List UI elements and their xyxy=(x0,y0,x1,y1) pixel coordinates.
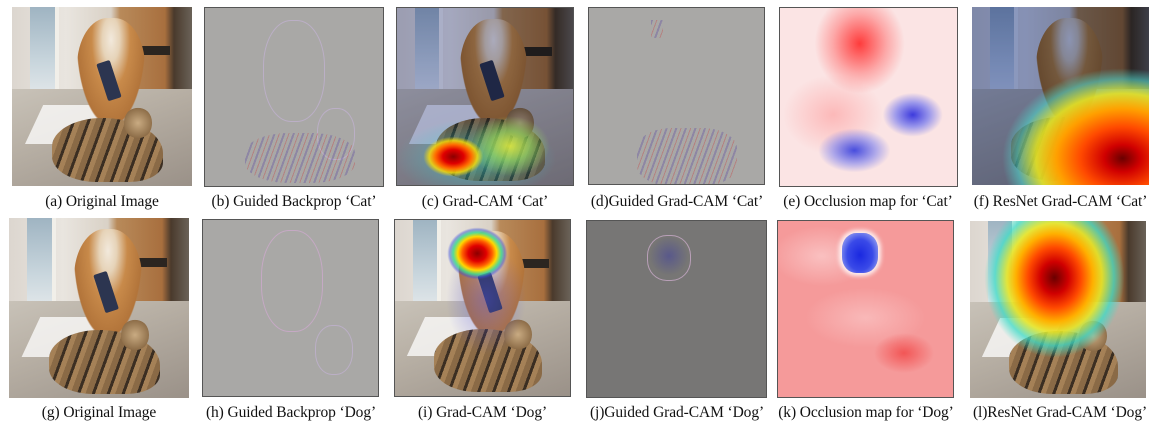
cat-stripes xyxy=(637,128,737,184)
caption-d: (d)Guided Grad-CAM ‘Cat’ xyxy=(590,193,764,210)
dog-outline xyxy=(263,20,325,122)
caption-c: (c) Grad-CAM ‘Cat’ xyxy=(421,193,549,210)
cat-head xyxy=(123,107,153,140)
caption-a: (a) Original Image xyxy=(45,193,159,210)
occlusion-negative-region xyxy=(780,8,957,186)
heatmap-hotspot xyxy=(397,8,573,185)
panel-k-occlusion-map-dog xyxy=(777,220,954,398)
panel-g-original-image xyxy=(9,218,189,398)
heatmap-hotspot xyxy=(972,7,1149,185)
panel-a-original-image xyxy=(12,7,192,186)
cat-head xyxy=(120,318,150,352)
cat-stripes xyxy=(245,133,355,183)
panel-l-resnet-grad-cam-dog xyxy=(970,221,1146,398)
panel-c-grad-cam-cat xyxy=(396,7,574,186)
cat-outline xyxy=(317,108,355,160)
caption-l: (l)ResNet Grad-CAM ‘Dog’ xyxy=(972,404,1148,421)
dog-outline xyxy=(261,230,323,332)
cabinet xyxy=(124,257,168,267)
cat-outline xyxy=(315,325,353,375)
panel-d-guided-grad-cam-cat xyxy=(588,7,765,185)
heatmap-hotspot xyxy=(970,221,1146,398)
panel-f-resnet-grad-cam-cat xyxy=(972,7,1149,185)
panel-i-grad-cam-dog xyxy=(394,219,571,397)
dog-ear-fragment xyxy=(651,20,663,38)
panel-j-guided-grad-cam-dog xyxy=(586,220,767,398)
window xyxy=(27,218,57,312)
occlusion-negative-region xyxy=(842,233,878,273)
panel-b-guided-backprop-cat xyxy=(204,7,384,187)
dog-face-outline xyxy=(647,235,691,281)
caption-b: (b) Guided Backprop ‘Cat’ xyxy=(211,193,377,210)
caption-h: (h) Guided Backprop ‘Dog’ xyxy=(205,404,377,421)
caption-f: (f) ResNet Grad-CAM ‘Cat’ xyxy=(973,193,1148,210)
panel-e-occlusion-map-cat xyxy=(779,7,958,187)
window xyxy=(30,7,60,101)
caption-e: (e) Occlusion map for ‘Cat’ xyxy=(783,193,953,210)
heatmap-hotspot xyxy=(395,220,570,396)
caption-i: (i) Grad-CAM ‘Dog’ xyxy=(417,404,548,421)
caption-j: (j)Guided Grad-CAM ‘Dog’ xyxy=(589,404,765,421)
caption-g: (g) Original Image xyxy=(41,404,157,421)
panel-h-guided-backprop-dog xyxy=(202,219,379,397)
cabinet xyxy=(127,46,171,56)
caption-k: (k) Occlusion map for ‘Dog’ xyxy=(778,404,954,421)
